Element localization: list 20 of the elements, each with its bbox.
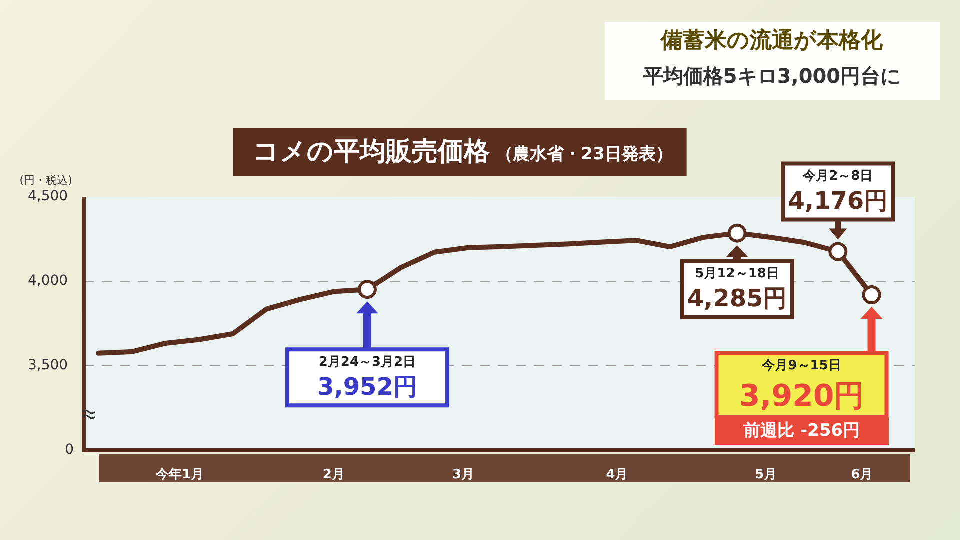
- x-tick-label: 5月: [755, 468, 778, 483]
- annotation: 今月9～15日 3,920円: [739, 358, 864, 414]
- x-tick-label: 2月: [322, 468, 345, 483]
- x-tick-label: 6月: [851, 468, 874, 483]
- text: 0: [65, 442, 74, 458]
- y-tick-label: 4,000: [28, 273, 68, 290]
- text: 備蓄米の流通が本格化: [660, 28, 884, 54]
- annotation: 2月24～3月2日 3,952円: [317, 354, 418, 401]
- annotation: 5月12～18日 4,285円: [687, 266, 788, 313]
- annotation: 今月2～8日 4,176円: [788, 169, 888, 215]
- y-tick-label: 4,500: [28, 188, 68, 205]
- x-tick-label: 4月: [606, 468, 628, 483]
- caption-box: 前週比 -256円: [714, 416, 889, 445]
- y-tick-label: 3,500: [28, 358, 68, 374]
- x-tick-label: 今年1月: [155, 468, 204, 483]
- y-axis-title: (円・税込): [20, 174, 72, 187]
- chart-title: コメの平均販売価格: [253, 136, 490, 167]
- chart-subtitle: （農水省・23日発表）: [496, 144, 673, 164]
- x-tick-label: 3月: [452, 468, 475, 483]
- text: 平均価格5キロ3,000円台に: [642, 64, 901, 88]
